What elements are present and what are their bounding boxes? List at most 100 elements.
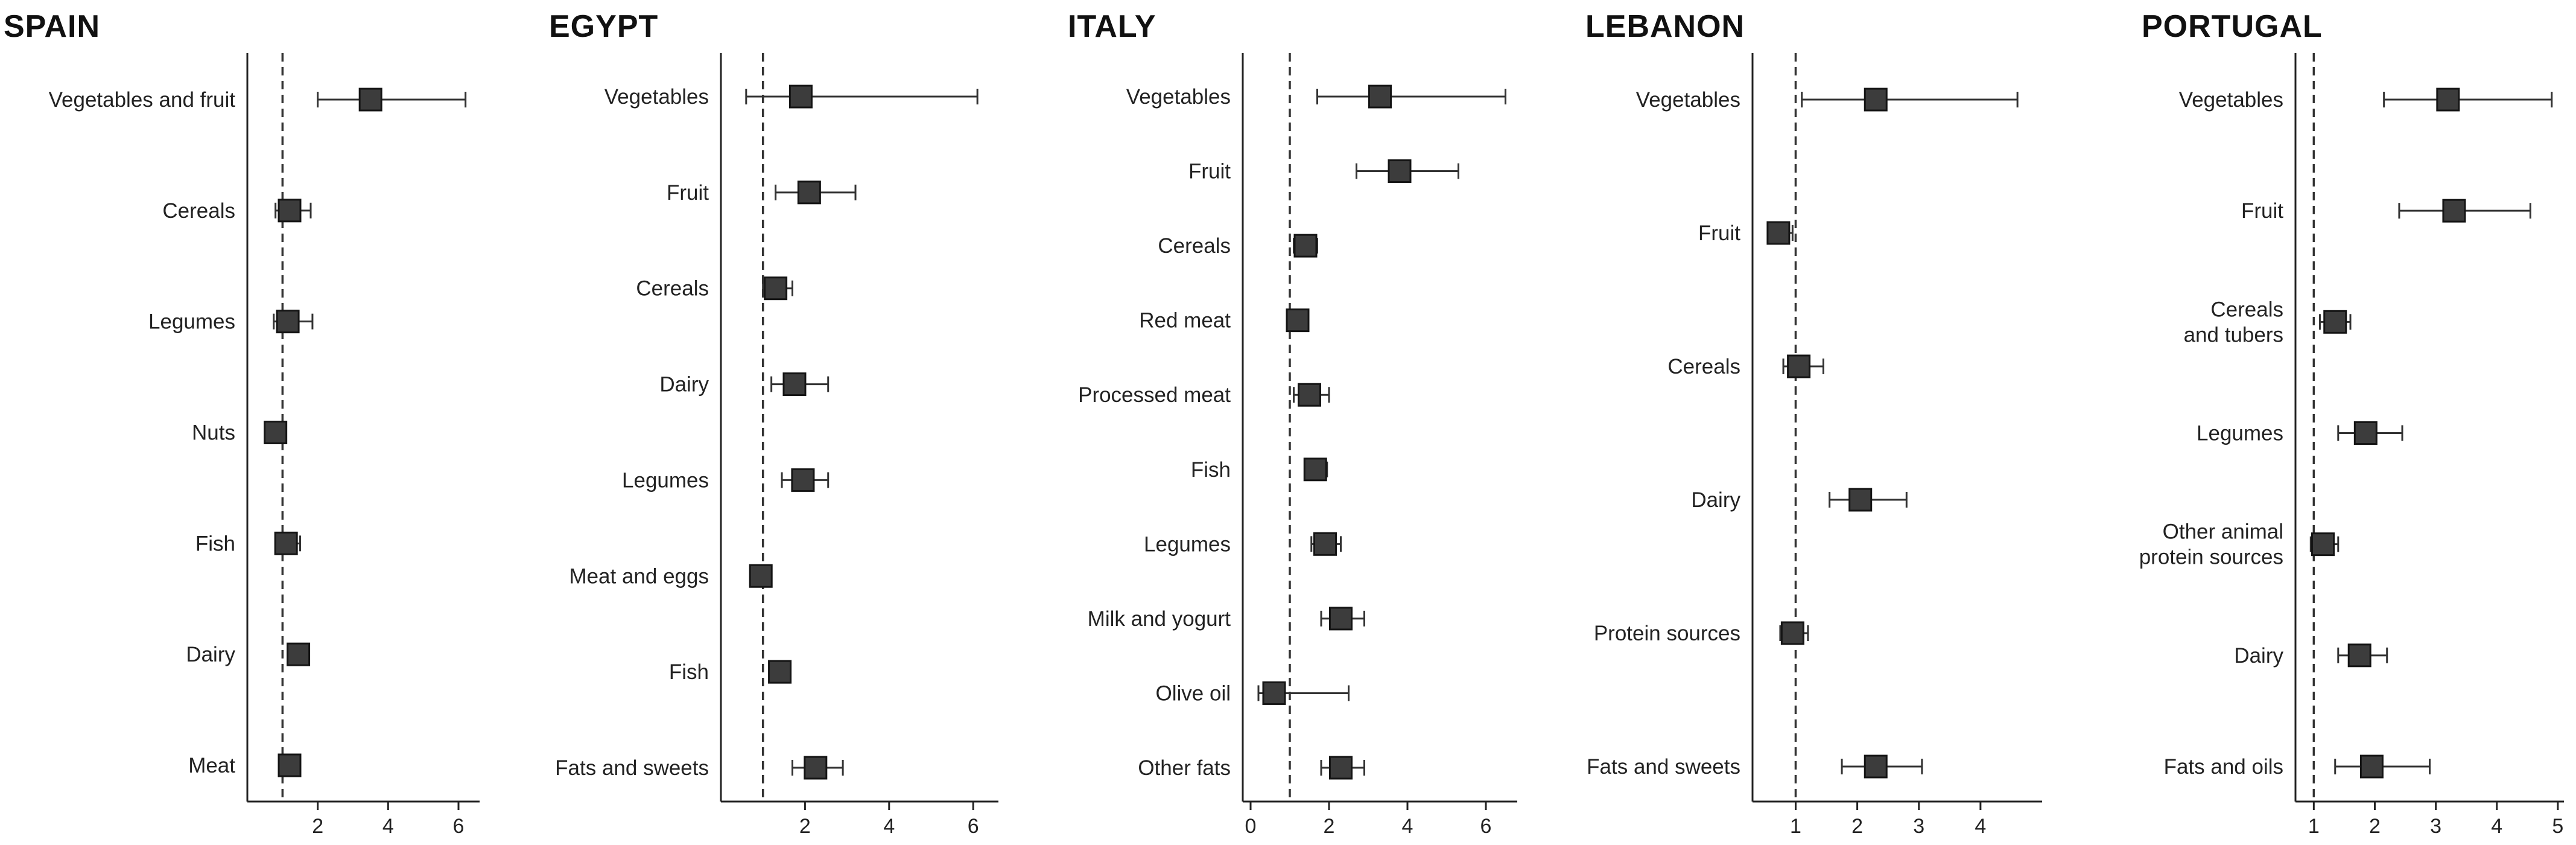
x-tick-label: 1 (1790, 815, 1801, 838)
estimate-marker-red-meat (1286, 308, 1310, 333)
category-label-red-meat: Red meat (1139, 309, 1231, 333)
category-label-vegetables: Vegetables (604, 85, 709, 109)
estimate-marker-vegetables-and-fruit (358, 88, 382, 112)
category-label-legumes: Legumes (1144, 532, 1231, 556)
estimate-marker-fats-and-sweets (804, 756, 828, 780)
estimate-marker-fish (768, 660, 792, 684)
estimate-marker-dairy (287, 642, 311, 666)
x-tick-label: 3 (2430, 815, 2441, 838)
estimate-marker-cereals (1293, 234, 1318, 258)
estimate-marker-milk-and-yogurt (1329, 607, 1353, 631)
category-label-fruit: Fruit (667, 181, 709, 205)
category-label-processed-meat: Processed meat (1078, 383, 1231, 407)
estimate-marker-fruit (1766, 221, 1791, 245)
estimate-marker-legumes (2353, 421, 2378, 445)
category-label-vegetables: Vegetables (1636, 88, 1740, 112)
category-label-dairy: Dairy (2234, 644, 2283, 668)
category-label-milk-and-yogurt: Milk and yogurt (1088, 607, 1231, 631)
category-label-other-animal-protein-sources: Other animal protein sources (2139, 520, 2283, 569)
category-label-cereals: Cereals (1158, 234, 1231, 258)
category-label-cereals: Cereals (162, 199, 235, 223)
x-tick-label: 2 (799, 815, 811, 838)
x-tick-label: 4 (1975, 815, 1986, 838)
estimate-marker-protein-sources (1780, 621, 1804, 645)
estimate-marker-olive-oil (1262, 681, 1286, 705)
estimate-marker-vegetables (1368, 84, 1392, 109)
category-label-legumes: Legumes (148, 310, 235, 334)
x-tick-label: 6 (453, 815, 465, 838)
estimate-marker-fruit (797, 180, 821, 205)
estimate-marker-other-animal-protein-sources (2311, 532, 2335, 556)
estimate-marker-fats-and-oils (2359, 754, 2384, 779)
estimate-marker-vegetables (788, 84, 813, 109)
category-label-protein-sources: Protein sources (1594, 622, 1740, 645)
estimate-marker-cereals (278, 199, 302, 223)
category-label-vegetables: Vegetables (2179, 88, 2283, 112)
category-label-olive-oil: Olive oil (1156, 681, 1231, 705)
panel-title-egypt: EGYPT (549, 9, 659, 44)
panel-title-lebanon: LEBANON (1585, 9, 1745, 44)
estimate-marker-fats-and-sweets (1864, 754, 1888, 779)
x-tick-label: 2 (1324, 815, 1335, 838)
panel-title-spain: SPAIN (4, 9, 101, 44)
estimate-marker-cereals (764, 276, 788, 301)
estimate-marker-nuts (264, 421, 288, 444)
x-tick-label: 0 (1245, 815, 1257, 838)
category-label-dairy: Dairy (186, 643, 235, 666)
x-tick-label: 5 (2552, 815, 2563, 838)
category-label-legumes: Legumes (2197, 422, 2283, 445)
x-tick-label: 6 (1480, 815, 1492, 838)
category-label-fish: Fish (195, 532, 235, 555)
estimate-marker-other-fats (1329, 756, 1353, 780)
category-label-cereals: Cereals (636, 277, 709, 301)
category-label-fish: Fish (669, 660, 709, 684)
panel-title-italy: ITALY (1068, 9, 1156, 44)
category-label-dairy: Dairy (659, 373, 709, 397)
estimate-marker-fish (274, 531, 298, 555)
category-label-legumes: Legumes (622, 468, 709, 492)
estimate-marker-vegetables (2436, 88, 2460, 112)
category-label-dairy: Dairy (1691, 488, 1740, 512)
category-label-fats-and-sweets: Fats and sweets (555, 756, 709, 780)
category-label-fats-and-oils: Fats and oils (2164, 755, 2283, 779)
estimate-marker-vegetables (1864, 88, 1888, 112)
estimate-marker-dairy (2347, 643, 2371, 668)
category-label-fruit: Fruit (1698, 222, 1740, 245)
x-tick-label: 2 (1851, 815, 1863, 838)
estimate-marker-fish (1303, 458, 1327, 482)
category-label-fruit: Fruit (1188, 160, 1231, 183)
x-tick-label: 4 (1402, 815, 1413, 838)
x-tick-label: 3 (1913, 815, 1924, 838)
category-label-fats-and-sweets: Fats and sweets (1587, 755, 1740, 779)
x-tick-label: 2 (312, 815, 323, 838)
estimate-marker-processed-meat (1298, 383, 1321, 407)
x-tick-label: 2 (2369, 815, 2381, 838)
estimate-marker-fruit (1388, 159, 1412, 183)
x-tick-label: 4 (382, 815, 394, 838)
category-label-meat-and-eggs: Meat and eggs (569, 564, 709, 588)
panel-egypt: 2 4 6 Vegetables Fruit Cereals Dairy Legumes Mea… (555, 53, 998, 838)
category-label-cereals: Cereals (1667, 355, 1740, 378)
x-tick-label: 1 (2308, 815, 2320, 838)
estimate-marker-dairy (782, 372, 807, 397)
x-tick-label: 4 (883, 815, 895, 838)
category-label-fish: Fish (1191, 458, 1231, 482)
category-label-vegetables-and-fruit: Vegetables and fruit (49, 88, 236, 112)
category-label-nuts: Nuts (192, 421, 235, 445)
panel-lebanon: 1 2 3 4 Vegetables Fruit Cereals Dairy Protein s… (1587, 53, 2042, 838)
estimate-marker-dairy (1848, 488, 1873, 512)
category-label-meat: Meat (188, 754, 235, 777)
category-label-fruit: Fruit (2241, 199, 2283, 223)
estimate-marker-cereals (1787, 354, 1811, 378)
category-label-other-fats: Other fats (1138, 756, 1231, 780)
estimate-marker-fruit (2442, 199, 2466, 223)
estimate-marker-legumes (791, 468, 815, 492)
estimate-marker-meat-and-eggs (749, 564, 773, 588)
estimate-marker-cereals-and-tubers (2323, 310, 2347, 334)
estimate-marker-meat (278, 753, 302, 777)
category-label-cereals-and-tubers: Cereals and tubers (2184, 298, 2283, 346)
x-tick-label: 4 (2491, 815, 2502, 838)
panel-spain: 2 4 6 Vegetables and fruit Cereals Legumes Nut… (49, 53, 480, 838)
